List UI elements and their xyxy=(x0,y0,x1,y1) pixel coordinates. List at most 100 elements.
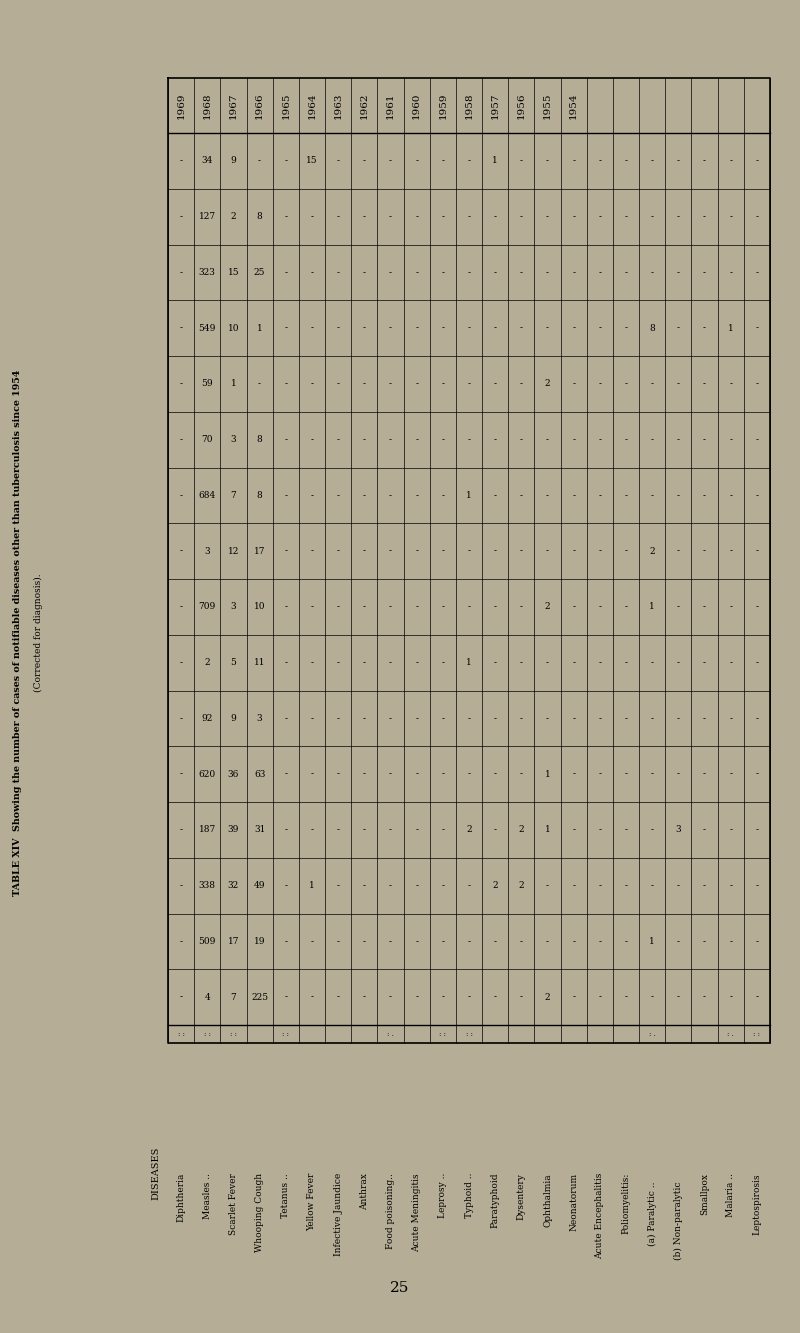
Text: -: - xyxy=(363,435,366,444)
Text: -: - xyxy=(703,156,706,165)
Text: 1956: 1956 xyxy=(517,92,526,119)
Text: -: - xyxy=(179,825,182,834)
Text: -: - xyxy=(337,324,340,333)
Text: -: - xyxy=(337,380,340,388)
Text: 509: 509 xyxy=(198,937,216,946)
Text: Ophthalmia: Ophthalmia xyxy=(543,1173,552,1226)
Text: -: - xyxy=(442,324,444,333)
Text: : :: : : xyxy=(178,1030,185,1038)
Text: (b) Non-paralytic: (b) Non-paralytic xyxy=(674,1181,683,1260)
Text: -: - xyxy=(598,659,602,666)
Text: -: - xyxy=(467,212,470,221)
Text: 1959: 1959 xyxy=(438,92,447,119)
Text: -: - xyxy=(284,212,287,221)
Text: 8: 8 xyxy=(650,324,655,333)
Text: 32: 32 xyxy=(228,881,239,890)
Text: -: - xyxy=(677,547,680,556)
Text: -: - xyxy=(650,435,654,444)
Text: -: - xyxy=(310,435,314,444)
Text: -: - xyxy=(625,547,627,556)
Text: -: - xyxy=(755,714,758,722)
Text: -: - xyxy=(363,268,366,277)
Text: -: - xyxy=(755,993,758,1001)
Text: Tetanus ..: Tetanus .. xyxy=(282,1173,290,1218)
Text: 1968: 1968 xyxy=(202,92,212,119)
Text: Dysentery: Dysentery xyxy=(517,1173,526,1220)
Text: -: - xyxy=(730,659,732,666)
Text: 2: 2 xyxy=(545,603,550,612)
Text: : :: : : xyxy=(230,1030,237,1038)
Text: -: - xyxy=(703,268,706,277)
Text: -: - xyxy=(703,491,706,500)
Text: -: - xyxy=(363,491,366,500)
Text: 2: 2 xyxy=(545,993,550,1001)
Text: -: - xyxy=(546,881,549,890)
Text: Paratyphoid: Paratyphoid xyxy=(490,1173,500,1229)
Text: 2: 2 xyxy=(205,659,210,666)
Text: -: - xyxy=(284,156,287,165)
Text: -: - xyxy=(179,491,182,500)
Text: -: - xyxy=(572,881,575,890)
Text: -: - xyxy=(520,435,523,444)
Text: -: - xyxy=(363,547,366,556)
Text: -: - xyxy=(258,380,261,388)
Text: -: - xyxy=(677,435,680,444)
Text: -: - xyxy=(546,268,549,277)
Text: -: - xyxy=(520,491,523,500)
Text: 1962: 1962 xyxy=(360,92,369,119)
Text: -: - xyxy=(467,769,470,778)
Text: -: - xyxy=(572,825,575,834)
Text: -: - xyxy=(467,714,470,722)
Text: -: - xyxy=(520,380,523,388)
Text: -: - xyxy=(389,212,392,221)
Text: -: - xyxy=(415,435,418,444)
Text: -: - xyxy=(363,156,366,165)
Text: 1958: 1958 xyxy=(465,92,474,119)
Text: -: - xyxy=(625,603,627,612)
Text: -: - xyxy=(363,212,366,221)
Text: -: - xyxy=(494,268,497,277)
Text: -: - xyxy=(389,491,392,500)
Text: -: - xyxy=(337,156,340,165)
Text: -: - xyxy=(755,324,758,333)
Text: -: - xyxy=(625,993,627,1001)
Text: -: - xyxy=(467,603,470,612)
Text: -: - xyxy=(703,659,706,666)
Text: -: - xyxy=(389,659,392,666)
Text: -: - xyxy=(337,993,340,1001)
Text: 549: 549 xyxy=(198,324,216,333)
Text: -: - xyxy=(755,769,758,778)
Text: -: - xyxy=(703,714,706,722)
Text: Diphtheria: Diphtheria xyxy=(177,1173,186,1222)
Text: -: - xyxy=(520,603,523,612)
Text: -: - xyxy=(703,769,706,778)
Text: -: - xyxy=(625,324,627,333)
Text: -: - xyxy=(494,491,497,500)
Text: TABLE XIV  Showing the number of cases of notifiable diseases other than tubercu: TABLE XIV Showing the number of cases of… xyxy=(14,369,22,896)
Text: 31: 31 xyxy=(254,825,266,834)
Text: -: - xyxy=(389,714,392,722)
Text: -: - xyxy=(389,547,392,556)
Text: -: - xyxy=(625,659,627,666)
Text: -: - xyxy=(755,268,758,277)
Text: -: - xyxy=(442,212,444,221)
Text: -: - xyxy=(598,324,602,333)
Text: -: - xyxy=(389,380,392,388)
Text: 34: 34 xyxy=(202,156,213,165)
Text: -: - xyxy=(415,380,418,388)
Text: -: - xyxy=(677,156,680,165)
Text: -: - xyxy=(494,769,497,778)
Text: -: - xyxy=(415,268,418,277)
Text: -: - xyxy=(442,268,444,277)
Text: 1963: 1963 xyxy=(334,92,342,119)
Text: Smallpox: Smallpox xyxy=(700,1173,709,1214)
Text: -: - xyxy=(284,881,287,890)
Text: -: - xyxy=(310,993,314,1001)
Text: -: - xyxy=(467,547,470,556)
Text: 17: 17 xyxy=(228,937,239,946)
Text: -: - xyxy=(415,212,418,221)
Text: -: - xyxy=(546,491,549,500)
Text: -: - xyxy=(572,993,575,1001)
Text: 1955: 1955 xyxy=(543,92,552,119)
Text: -: - xyxy=(494,659,497,666)
